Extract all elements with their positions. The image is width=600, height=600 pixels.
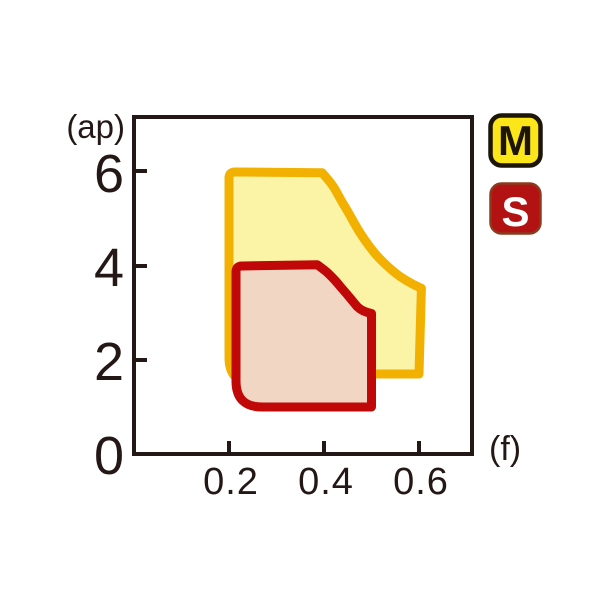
svg-text:2: 2 xyxy=(94,332,124,392)
svg-text:0.2: 0.2 xyxy=(203,461,259,503)
svg-text:6: 6 xyxy=(94,144,124,204)
svg-text:0.4: 0.4 xyxy=(298,461,354,503)
svg-text:S: S xyxy=(501,188,529,235)
svg-text:(ap): (ap) xyxy=(66,108,125,145)
svg-text:0.6: 0.6 xyxy=(393,461,449,503)
svg-text:(f): (f) xyxy=(489,430,521,468)
svg-text:0: 0 xyxy=(94,426,124,486)
svg-text:M: M xyxy=(498,117,533,164)
svg-text:4: 4 xyxy=(94,238,124,298)
